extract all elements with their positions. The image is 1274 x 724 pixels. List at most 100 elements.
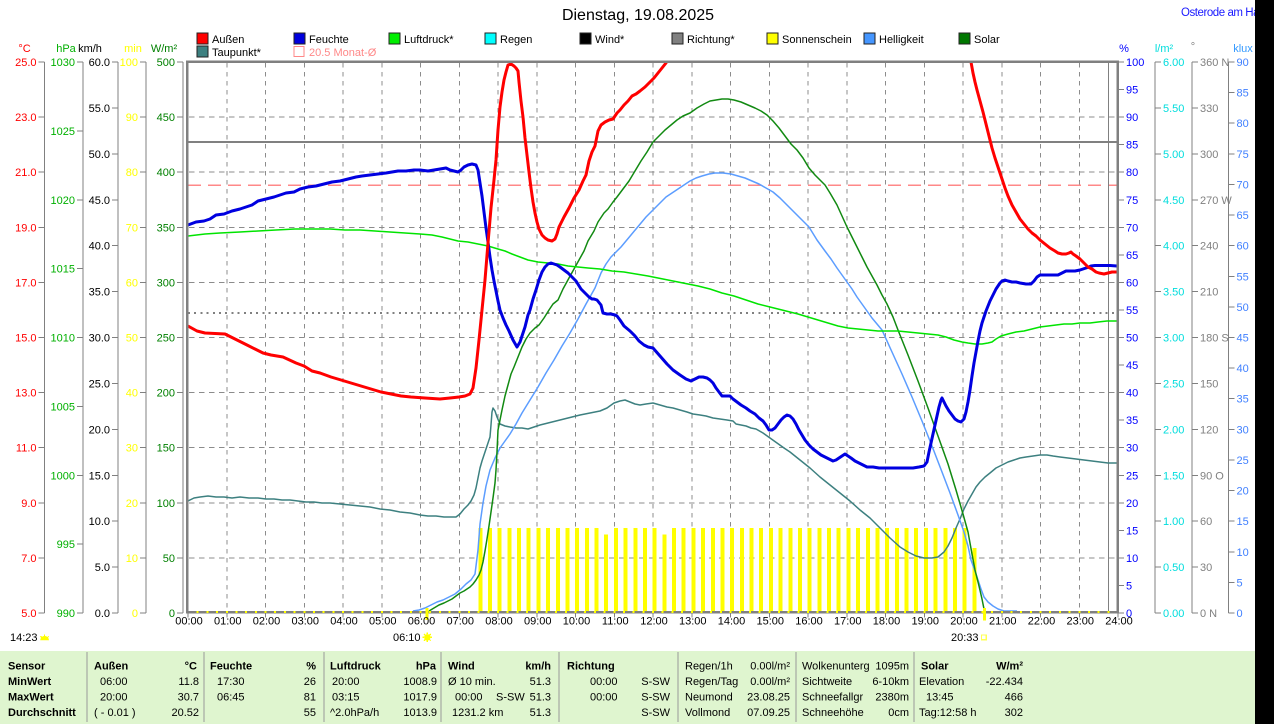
svg-text:Richtung*: Richtung* (687, 34, 735, 46)
svg-text:40: 40 (1126, 388, 1138, 400)
svg-text:5.0: 5.0 (21, 608, 36, 620)
svg-text:08:00: 08:00 (485, 616, 513, 628)
svg-text:50: 50 (163, 553, 175, 565)
svg-text:26: 26 (304, 676, 316, 688)
svg-text:15.0: 15.0 (89, 470, 110, 482)
svg-text:81: 81 (304, 692, 316, 704)
svg-text:km/h: km/h (525, 661, 551, 673)
svg-text:466: 466 (1005, 692, 1023, 704)
svg-text:min: min (124, 43, 142, 55)
svg-text:5.50: 5.50 (1163, 103, 1184, 115)
svg-text:10:00: 10:00 (563, 616, 591, 628)
svg-text:Wolkenunterg: Wolkenunterg (802, 661, 870, 673)
svg-text:15: 15 (1126, 525, 1138, 537)
svg-text:995: 995 (57, 539, 75, 551)
svg-text:65: 65 (1237, 210, 1249, 222)
svg-text:0.0: 0.0 (95, 608, 110, 620)
svg-text:Sensor: Sensor (8, 661, 46, 673)
svg-text:19:00: 19:00 (911, 616, 939, 628)
svg-text:302: 302 (1005, 707, 1023, 719)
svg-text:Sonnenschein: Sonnenschein (782, 34, 852, 46)
svg-text:Osterode am Harz: Osterode am Harz (1181, 7, 1268, 19)
svg-text:85: 85 (1237, 88, 1249, 100)
svg-text:W/m²: W/m² (151, 43, 178, 55)
svg-text:l/m²: l/m² (1155, 43, 1174, 55)
svg-text:10.0: 10.0 (89, 516, 110, 528)
svg-text:0: 0 (1126, 608, 1132, 620)
svg-text:07:00: 07:00 (446, 616, 474, 628)
svg-text:25: 25 (1126, 470, 1138, 482)
svg-text:21:00: 21:00 (989, 616, 1017, 628)
svg-text:20:00: 20:00 (100, 692, 128, 704)
svg-text:45: 45 (1126, 360, 1138, 372)
svg-text:4.50: 4.50 (1163, 195, 1184, 207)
svg-text:°: ° (1191, 41, 1195, 53)
svg-text:03:15: 03:15 (332, 692, 360, 704)
svg-text:S-SW: S-SW (496, 692, 525, 704)
svg-text:1025: 1025 (51, 126, 75, 138)
svg-text:21.0: 21.0 (15, 167, 36, 179)
svg-text:50: 50 (1237, 302, 1249, 314)
svg-text:17.0: 17.0 (15, 277, 36, 289)
svg-text:17:30: 17:30 (217, 676, 245, 688)
svg-text:12:00: 12:00 (640, 616, 668, 628)
svg-text:250: 250 (157, 333, 175, 345)
svg-text:Regen/1h: Regen/1h (685, 661, 733, 673)
svg-text:1030: 1030 (51, 57, 75, 69)
svg-text:70: 70 (1126, 222, 1138, 234)
svg-text:14:23: 14:23 (10, 632, 38, 644)
svg-text:1000: 1000 (51, 470, 75, 482)
svg-text:20:00: 20:00 (950, 616, 978, 628)
svg-text:Schneehöhe: Schneehöhe (802, 707, 864, 719)
svg-text:Helligkeit: Helligkeit (879, 34, 924, 46)
svg-text:55.0: 55.0 (89, 103, 110, 115)
svg-text:24:00: 24:00 (1105, 616, 1133, 628)
svg-text:30: 30 (126, 443, 138, 455)
svg-text:hPa: hPa (416, 661, 437, 673)
svg-text:0.00l/m²: 0.00l/m² (750, 676, 790, 688)
svg-text:Vollmond: Vollmond (685, 707, 730, 719)
svg-text:25: 25 (1237, 455, 1249, 467)
svg-text:Solar: Solar (921, 661, 949, 673)
svg-text:9.0: 9.0 (21, 498, 36, 510)
svg-text:30.0: 30.0 (89, 333, 110, 345)
svg-text:06:45: 06:45 (217, 692, 245, 704)
svg-text:360 N: 360 N (1200, 57, 1229, 69)
svg-text:40: 40 (1237, 363, 1249, 375)
svg-text:6.00: 6.00 (1163, 57, 1184, 69)
svg-text:km/h: km/h (78, 43, 102, 55)
svg-text:35: 35 (1237, 394, 1249, 406)
svg-text:300: 300 (1200, 149, 1218, 161)
svg-text:10: 10 (1126, 553, 1138, 565)
svg-text:0cm: 0cm (888, 707, 909, 719)
svg-text:50: 50 (126, 333, 138, 345)
svg-text:00:00: 00:00 (455, 692, 483, 704)
svg-text:500: 500 (157, 57, 175, 69)
svg-text:85: 85 (1126, 140, 1138, 152)
svg-text:100: 100 (157, 498, 175, 510)
svg-text:35: 35 (1126, 415, 1138, 427)
svg-text:45: 45 (1237, 333, 1249, 345)
svg-text:90 O: 90 O (1200, 470, 1224, 482)
svg-text:hPa: hPa (56, 43, 76, 55)
svg-text:0: 0 (169, 608, 175, 620)
svg-text:100: 100 (120, 57, 138, 69)
svg-text:40.0: 40.0 (89, 241, 110, 253)
svg-text:03:00: 03:00 (291, 616, 319, 628)
svg-text:2.50: 2.50 (1163, 378, 1184, 390)
svg-text:30: 30 (1200, 562, 1212, 574)
svg-text:Wind: Wind (448, 661, 475, 673)
svg-text:51.3: 51.3 (530, 707, 551, 719)
svg-text:20:33: 20:33 (951, 632, 979, 644)
svg-text:klux: klux (1233, 43, 1253, 55)
svg-text:240: 240 (1200, 241, 1218, 253)
svg-text:Außen: Außen (94, 661, 129, 673)
svg-text:10: 10 (1237, 547, 1249, 559)
svg-text:18:00: 18:00 (873, 616, 901, 628)
svg-text:20.0: 20.0 (89, 424, 110, 436)
svg-text:150: 150 (1200, 378, 1218, 390)
svg-text:S-SW: S-SW (641, 692, 670, 704)
svg-text:00:00: 00:00 (175, 616, 203, 628)
svg-text:55: 55 (1237, 271, 1249, 283)
svg-text:75: 75 (1126, 195, 1138, 207)
